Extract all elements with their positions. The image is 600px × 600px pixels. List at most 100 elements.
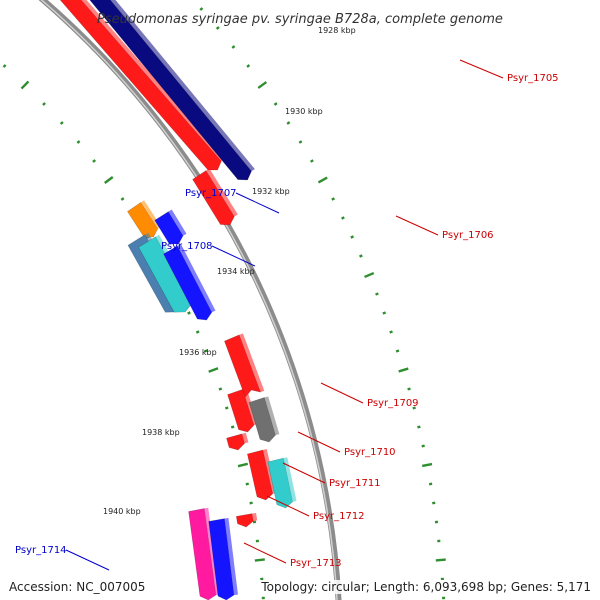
gene-block-psyr-1709 [224,334,261,398]
tick-mark [286,121,291,125]
tick-mark [59,121,64,125]
tick-mark [257,81,268,89]
gene-block-psyr-1711-small [226,433,245,451]
scale-label: 1928 kbp [318,26,356,35]
backbone-ring [38,0,342,600]
gene-block-psyr-1714-blue [208,518,235,600]
gene-block-psyr-1712 [267,457,293,509]
tick-mark [231,45,236,49]
tick-mark [20,80,30,90]
tick-mark [218,387,223,391]
gene-block-psyr-1710-gray [248,397,276,443]
gene-block-psyr-1714-pink [188,508,217,600]
tick-mark [331,197,336,201]
gene-label-psyr-1714: Psyr_1714 [15,545,67,556]
gene-block-psyr-1708-cyan [138,236,193,313]
gene-block-psyr-1705-navy-shade [110,0,255,172]
backbone-highlight [40,0,338,600]
gene-label-psyr-1707: Psyr_1707 [185,188,237,199]
gene-features [59,0,297,600]
scale-label: 1930 kbp [285,107,323,116]
tick-mark [389,330,393,334]
scale-label: 1932 kbp [252,187,290,196]
tick-mark [120,197,125,201]
tick-mark [421,444,425,448]
tick-mark [254,558,265,562]
gene-block-psyr-1707-blue-shade [168,209,187,236]
scale-label: 1934 kbp [217,267,255,276]
gene-label-psyr-1710: Psyr_1710 [344,447,396,458]
tick-mark [230,425,235,429]
scale-label: 1940 kbp [103,507,141,516]
genome-backbone [38,0,342,600]
gene-block-psyr-1705-red [59,0,222,171]
genome-stats: Topology: circular; Length: 6,093,698 bp… [258,580,594,594]
tick-mark [341,216,345,220]
gene-block-psyr-1707-blue [154,211,184,245]
gene-block-psyr-1712-shade [283,457,297,502]
tick-mark [76,140,81,144]
gene-label-psyr-1711: Psyr_1711 [329,478,381,489]
tick-mark [249,501,253,505]
tick-mark [417,425,421,429]
tick-mark [364,271,375,279]
gene-label-psyr-1709: Psyr_1709 [367,398,419,409]
tick-mark [412,406,416,410]
tick-mark [350,235,355,239]
tick-mark [224,406,229,410]
gene-block-psyr-1706 [192,170,235,226]
tick-mark [273,102,278,106]
scale-label: 1938 kbp [142,428,180,437]
tick-mark [246,64,251,68]
tick-mark [310,159,314,163]
gene-block-psyr-1711-small-shade [241,432,249,444]
map-title: Pseudomonas syringae pv. syringae B728a,… [97,12,503,27]
callout-line-psyr-1711 [282,462,326,484]
gene-block-psyr-1705-navy [89,0,252,181]
tick-mark [421,462,433,468]
tick-mark [237,462,249,468]
tick-mark [382,311,387,315]
callout-line-psyr-1713 [243,542,287,564]
accession-label: Accession: NC_007005 [6,580,149,594]
callout-line-psyr-1707 [235,192,280,214]
tick-mark [359,254,363,258]
tick-mark [428,482,433,486]
tick-mark [195,330,200,334]
tick-mark [2,64,7,68]
gene-block-psyr-1710-gray-shade [264,396,280,436]
tick-mark [104,176,114,184]
gene-block-psyr-1713 [235,513,254,528]
gene-block-psyr-1710-red [227,389,255,433]
tick-mark [92,159,97,163]
tick-mark [199,7,204,11]
tick-mark [298,140,303,144]
tick-mark [208,367,219,373]
gene-block-psyr-1709-shade [239,333,265,393]
tick-mark [215,26,220,30]
gene-label-psyr-1713: Psyr_1713 [290,558,342,569]
callout-line-psyr-1710 [297,431,341,453]
tick-mark [203,349,208,353]
callout-line-psyr-1705 [459,59,504,79]
tick-mark [407,387,411,391]
gene-callouts: Psyr_1705 Psyr_1706 Psyr_1707 Psyr_1708 Psyr… [15,59,559,571]
callout-line-psyr-1708 [211,245,256,267]
gene-label-psyr-1708: Psyr_1708 [161,241,213,252]
scale-label: 1936 kbp [179,348,217,357]
tick-mark [245,482,249,486]
scale-labels: 1928 kbp 1930 kbp 1932 kbp 1934 kbp 1936 kbp… [103,26,356,516]
callout-line-psyr-1706 [395,215,439,236]
callout-line-psyr-1714 [65,549,110,571]
gene-block-psyr-1708-blue [163,245,213,321]
gene-block-psyr-1713-shade [252,512,258,522]
gene-label-psyr-1705: Psyr_1705 [507,73,559,84]
tick-mark [398,367,409,373]
gene-block-psyr-1714-blue-shade [224,517,238,595]
gene-label-psyr-1712: Psyr_1712 [313,511,365,522]
tick-marks [2,7,446,600]
tick-mark [42,102,46,106]
gene-block-psyr-1707-orange [127,202,159,238]
